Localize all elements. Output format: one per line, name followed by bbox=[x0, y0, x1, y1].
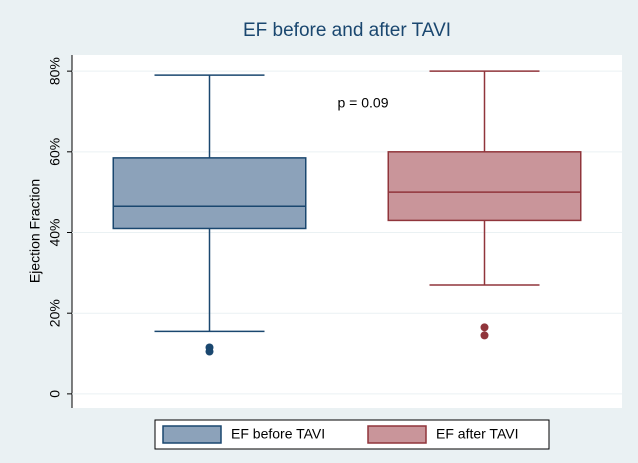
y-axis-label: Ejection Fraction bbox=[27, 179, 43, 283]
y-tick-label: 40% bbox=[47, 218, 63, 246]
y-tick-label: 80% bbox=[47, 57, 63, 85]
outlier bbox=[480, 331, 489, 340]
legend-label: EF before TAVI bbox=[231, 426, 325, 442]
box bbox=[387, 151, 582, 222]
outlier bbox=[480, 323, 489, 332]
legend-swatch bbox=[367, 425, 427, 444]
y-tick-label: 20% bbox=[47, 299, 63, 327]
box bbox=[112, 157, 307, 230]
legend-label: EF after TAVI bbox=[436, 426, 518, 442]
legend bbox=[154, 419, 550, 450]
outlier bbox=[205, 347, 214, 356]
y-tick-label: 0 bbox=[47, 390, 63, 398]
legend-swatch bbox=[162, 425, 222, 444]
y-tick-label: 60% bbox=[47, 138, 63, 166]
chart-title: EF before and after TAVI bbox=[243, 20, 451, 41]
plot-area bbox=[72, 55, 622, 408]
annotation: p = 0.09 bbox=[338, 95, 389, 111]
